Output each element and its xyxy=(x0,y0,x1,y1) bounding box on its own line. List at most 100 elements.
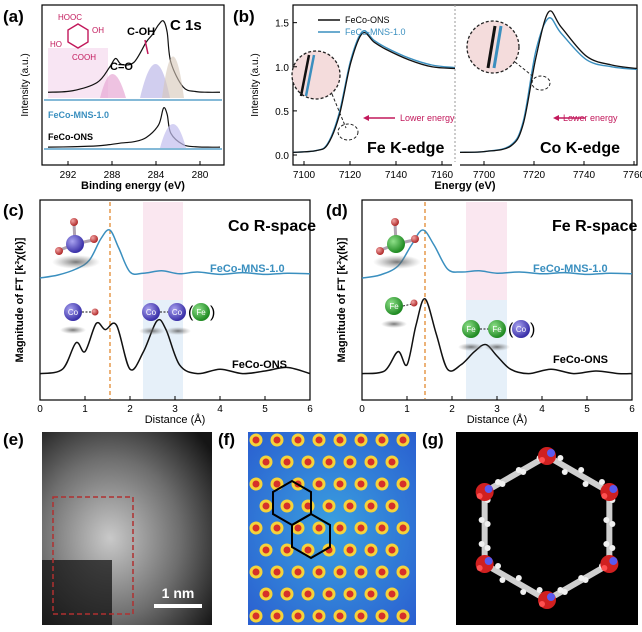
fft-spot-core xyxy=(325,502,333,510)
panel-a-peak-coh: C-OH xyxy=(127,26,155,38)
panel-c-bond-co-o: Co xyxy=(60,303,99,334)
atom-co-3: Co xyxy=(172,308,183,317)
panel-d-label-mns: FeCo-MNS-1.0 xyxy=(533,263,608,275)
panel-d-pink-band xyxy=(466,202,507,300)
panel-a-mol-oh: OH xyxy=(92,26,104,35)
panel-b-xtick-label: 7100 xyxy=(293,170,316,181)
linker-strut xyxy=(545,561,611,603)
linker-strut xyxy=(483,453,549,495)
panel-a-letter: (a) xyxy=(3,7,24,26)
fft-spot-core xyxy=(336,436,344,444)
panel-b-ylabel: Intensity (a.u.) xyxy=(250,53,261,116)
panel-d-xtick-label: 0 xyxy=(359,404,365,415)
panel-c-letter: (c) xyxy=(3,201,24,220)
panel-a-xtick-label: 288 xyxy=(104,170,121,181)
fe-kedge-ons xyxy=(292,31,456,154)
legend-mns: FeCo-MNS-1.0 xyxy=(345,27,406,37)
panel-d-xtick-label: 3 xyxy=(494,404,500,415)
panel-d-label-ons: FeCo-ONS xyxy=(553,354,608,366)
fft-spot-core xyxy=(357,480,365,488)
linker-atom xyxy=(578,575,585,581)
fft-spot-core xyxy=(273,436,281,444)
panel-d-title: Fe R-space xyxy=(552,218,637,235)
atom-fe-1: Fe xyxy=(196,308,206,317)
fft-spot-core xyxy=(399,480,407,488)
fft-spot-core xyxy=(388,502,396,510)
linker-atom xyxy=(598,479,605,485)
scalebar xyxy=(154,604,202,608)
fft-spot-core xyxy=(262,590,270,598)
panel-c-pink-band xyxy=(143,202,183,300)
linker-atom xyxy=(499,577,506,583)
panel-d-ylabel: Magnitude of FT [k³χ(k)] xyxy=(336,237,348,362)
atom-co-2: Co xyxy=(146,308,157,317)
panel-d-xtick-label: 2 xyxy=(449,404,455,415)
fft-spot-core xyxy=(304,590,312,598)
fft-spot-core xyxy=(346,590,354,598)
linker-atom xyxy=(609,545,616,551)
linker-atom xyxy=(520,469,527,475)
linker-atom xyxy=(515,575,522,581)
node-metal-atom xyxy=(609,557,618,565)
svg-text:(: ( xyxy=(508,321,514,338)
panel-c-xtick-label: 5 xyxy=(262,404,268,415)
node-oxygen-atom xyxy=(539,457,545,463)
panel-a-title: C 1s xyxy=(170,17,202,34)
node-oxygen-atom xyxy=(539,601,545,607)
fft-spot-core xyxy=(346,458,354,466)
fft-spot-core xyxy=(273,480,281,488)
panel-a-molecule xyxy=(67,23,89,49)
fft-spot-core xyxy=(399,612,407,620)
fft-spot-core xyxy=(357,436,365,444)
xps-ons-envelope xyxy=(47,107,221,148)
linker-strut xyxy=(545,453,611,495)
panel-c-xtick-label: 1 xyxy=(82,404,88,415)
fft-spot-core xyxy=(283,458,291,466)
panel-b-xtick-label: 7700 xyxy=(473,170,496,181)
linker-atom xyxy=(520,589,527,595)
linker-atom xyxy=(478,517,485,523)
panel-d-xtick-label: 4 xyxy=(539,404,545,415)
fft-spot-core xyxy=(283,590,291,598)
panel-d-xtick-label: 6 xyxy=(629,404,635,415)
panel-b-annot-left: Lower energy xyxy=(400,113,455,123)
node-oxygen-atom xyxy=(601,493,608,499)
panel-a-sample-mns: FeCo-MNS-1.0 xyxy=(48,110,109,120)
xps-ons-fit-peak xyxy=(160,124,186,148)
panel-c-xtick-label: 3 xyxy=(172,404,178,415)
linker-atom xyxy=(582,481,589,487)
linker-atom xyxy=(478,541,485,547)
panel-b-edge-left: Fe K-edge xyxy=(367,140,444,157)
fft-spot-core xyxy=(283,502,291,510)
fft-spot-core xyxy=(315,480,323,488)
fft-spot-core xyxy=(388,590,396,598)
panel-a-mol-cooh: COOH xyxy=(72,53,96,62)
xps-fit-peak-coh xyxy=(140,64,170,98)
fft-spot-core xyxy=(399,524,407,532)
atom-co-1: Co xyxy=(68,308,79,317)
linker-atom xyxy=(536,587,543,593)
xps-fit-peak-cc xyxy=(162,56,184,98)
fft-spot-core xyxy=(273,524,281,532)
panel-a-mol-hooc: HOOC xyxy=(58,13,82,22)
panel-c-xtick-label: 6 xyxy=(307,404,313,415)
fft-spot-core xyxy=(325,590,333,598)
panel-b-ytick-label: 1.0 xyxy=(275,63,289,74)
fft-spot-core xyxy=(273,568,281,576)
fft-spot-core xyxy=(315,436,323,444)
panel-a-ylabel: Intensity (a.u.) xyxy=(20,53,31,116)
fft-spot-core xyxy=(262,502,270,510)
fft-spot-core xyxy=(378,436,386,444)
panel-b-zoom-right xyxy=(466,20,551,91)
panel-d-xtick-label: 5 xyxy=(584,404,590,415)
node-metal-atom xyxy=(484,557,493,565)
panel-b-edge-right: Co K-edge xyxy=(540,140,620,157)
fft-spot-core xyxy=(252,480,260,488)
panel-a-xtick-label: 280 xyxy=(192,170,209,181)
linker-atom xyxy=(499,481,506,487)
linker-strut xyxy=(483,561,549,603)
panel-b-legend: FeCo-ONS FeCo-MNS-1.0 xyxy=(318,15,406,37)
panel-c-title: Co R-space xyxy=(228,218,316,235)
panel-b-zoom-left xyxy=(291,50,359,141)
scalebar-label: 1 nm xyxy=(162,585,195,601)
